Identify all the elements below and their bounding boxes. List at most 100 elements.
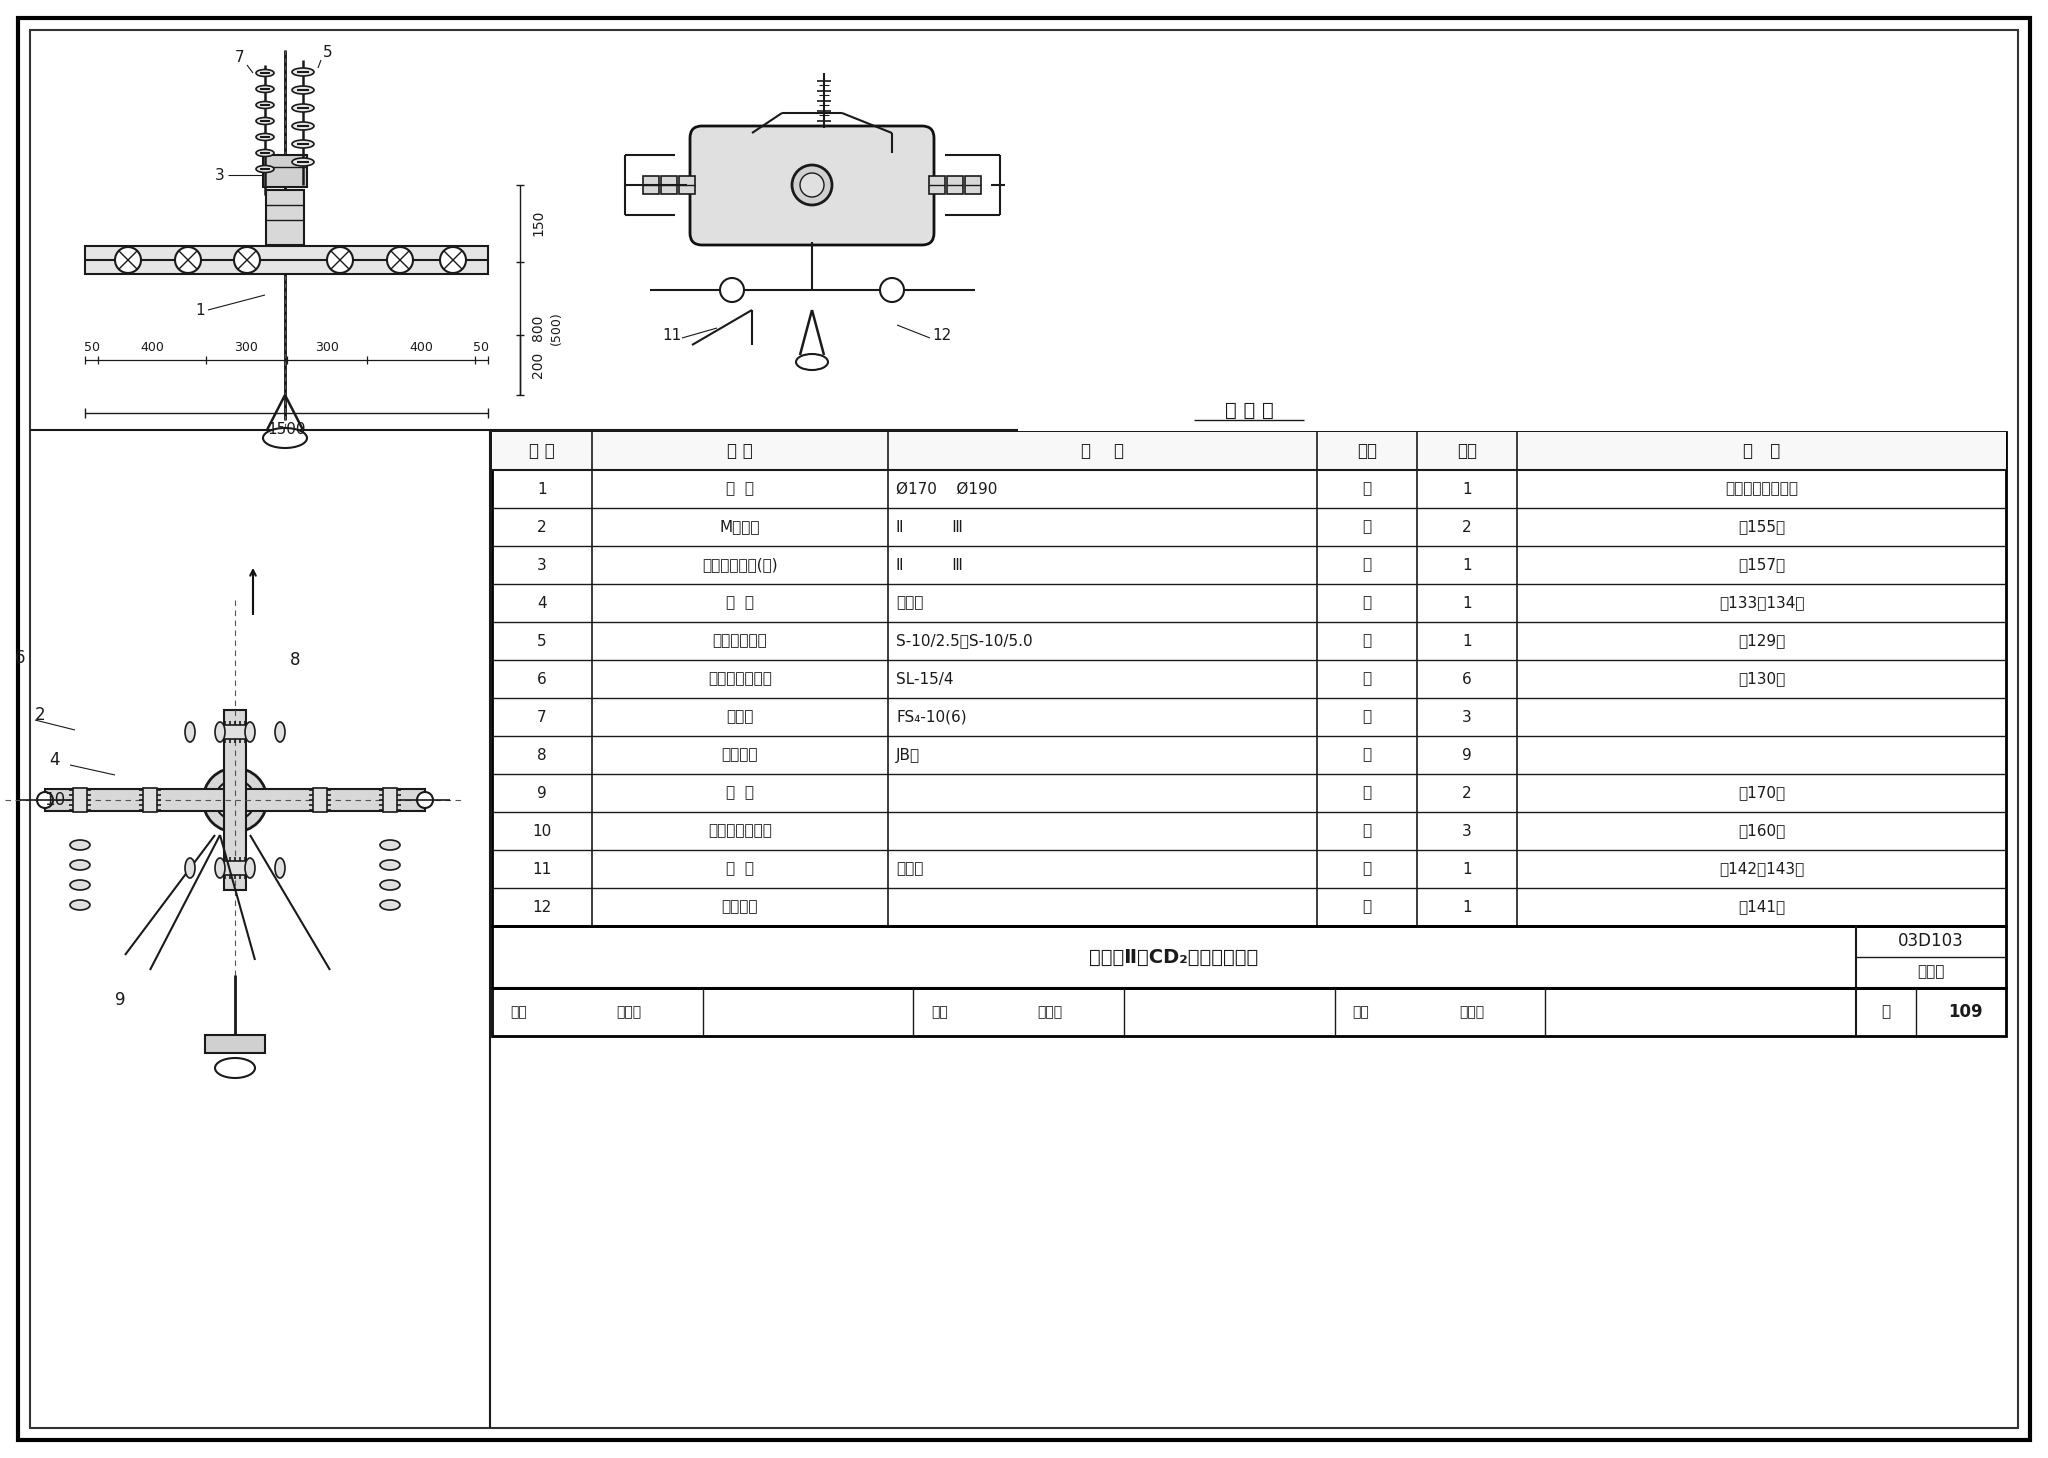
- Ellipse shape: [256, 86, 274, 92]
- Text: 1: 1: [1462, 595, 1473, 611]
- Text: 页: 页: [1882, 1005, 1890, 1019]
- Text: 3: 3: [537, 557, 547, 573]
- Ellipse shape: [184, 857, 195, 878]
- Text: 5: 5: [537, 633, 547, 649]
- Bar: [86, 246, 487, 274]
- Text: 明 细 表: 明 细 表: [1225, 401, 1274, 420]
- Text: Ø170    Ø190: Ø170 Ø190: [897, 481, 997, 497]
- Circle shape: [721, 278, 743, 302]
- Text: Ⅱ          Ⅲ: Ⅱ Ⅲ: [897, 557, 963, 573]
- Text: 9: 9: [537, 786, 547, 800]
- Ellipse shape: [215, 857, 225, 878]
- Text: 规133、134页: 规133、134页: [1718, 595, 1804, 611]
- Circle shape: [801, 174, 823, 197]
- Text: 1: 1: [1462, 481, 1473, 497]
- Bar: [223, 710, 246, 889]
- Text: 设计: 设计: [1352, 1005, 1370, 1019]
- Bar: [266, 190, 303, 245]
- Text: 12: 12: [932, 328, 952, 343]
- Ellipse shape: [70, 840, 90, 850]
- Text: 4: 4: [49, 751, 59, 768]
- Ellipse shape: [256, 102, 274, 108]
- Text: 棒形悬式维缘子: 棒形悬式维缘子: [709, 672, 772, 687]
- Text: JB型: JB型: [897, 748, 920, 763]
- Circle shape: [174, 246, 201, 273]
- Bar: [946, 176, 963, 194]
- Text: 50: 50: [473, 341, 489, 353]
- Circle shape: [881, 278, 903, 302]
- Text: 6: 6: [537, 672, 547, 687]
- Ellipse shape: [293, 157, 313, 166]
- Ellipse shape: [293, 86, 313, 93]
- Bar: [643, 176, 659, 194]
- Ellipse shape: [246, 722, 256, 742]
- Text: 王向东: 王向东: [1038, 1005, 1063, 1019]
- Text: 付: 付: [1362, 557, 1372, 573]
- Bar: [965, 176, 981, 194]
- Text: 图集号: 图集号: [1917, 965, 1946, 980]
- Text: 处: 处: [1362, 900, 1372, 914]
- Circle shape: [440, 246, 467, 273]
- Text: 7: 7: [537, 710, 547, 725]
- Circle shape: [115, 246, 141, 273]
- Bar: [492, 989, 2005, 1037]
- Text: 规157页: 规157页: [1739, 557, 1786, 573]
- Ellipse shape: [381, 860, 399, 870]
- Ellipse shape: [293, 140, 313, 149]
- Text: 规170页: 规170页: [1739, 786, 1786, 800]
- Text: 付: 付: [1362, 595, 1372, 611]
- Text: 6: 6: [1462, 672, 1473, 687]
- Text: 单位: 单位: [1358, 442, 1376, 461]
- Text: 10: 10: [532, 824, 551, 838]
- Text: 并沟线夹: 并沟线夹: [721, 748, 758, 763]
- Text: Ⅱ          Ⅲ: Ⅱ Ⅲ: [897, 519, 963, 535]
- Text: 廖冬梅: 廖冬梅: [1458, 1005, 1485, 1019]
- Text: 规    格: 规 格: [1081, 442, 1124, 461]
- Text: 3: 3: [1462, 710, 1473, 725]
- Text: 1: 1: [1462, 633, 1473, 649]
- Text: 2: 2: [1462, 519, 1473, 535]
- Ellipse shape: [70, 900, 90, 910]
- Text: 200: 200: [530, 351, 545, 378]
- Bar: [313, 787, 328, 812]
- FancyBboxPatch shape: [690, 125, 934, 245]
- Bar: [680, 176, 694, 194]
- Text: (500): (500): [549, 311, 563, 346]
- Bar: [223, 725, 248, 739]
- Bar: [662, 176, 678, 194]
- Text: 4: 4: [537, 595, 547, 611]
- Bar: [492, 926, 2005, 989]
- Text: 03D103: 03D103: [1898, 932, 1964, 951]
- Text: 见附录: 见附录: [897, 862, 924, 876]
- Text: 2: 2: [537, 519, 547, 535]
- Text: 套: 套: [1362, 672, 1372, 687]
- Text: 避雷器: 避雷器: [727, 710, 754, 725]
- Bar: [930, 176, 944, 194]
- Text: 2: 2: [35, 706, 45, 725]
- Text: 个: 个: [1362, 748, 1372, 763]
- Text: 见附录: 见附录: [897, 595, 924, 611]
- Text: 1: 1: [537, 481, 547, 497]
- Text: 9: 9: [1462, 748, 1473, 763]
- Bar: [205, 1035, 264, 1053]
- Text: 终端杆Ⅱ（CD₂）杆顶安装图: 终端杆Ⅱ（CD₂）杆顶安装图: [1090, 948, 1260, 967]
- Text: 11: 11: [532, 862, 551, 876]
- Circle shape: [387, 246, 414, 273]
- Bar: [492, 432, 2005, 469]
- Text: 规142、143页: 规142、143页: [1718, 862, 1804, 876]
- Text: 规160页: 规160页: [1739, 824, 1786, 838]
- Text: 8: 8: [289, 652, 301, 669]
- Text: 6: 6: [14, 649, 25, 666]
- Text: 电  杆: 电 杆: [725, 481, 754, 497]
- Circle shape: [215, 780, 256, 819]
- Ellipse shape: [256, 134, 274, 140]
- Text: SL-15/4: SL-15/4: [897, 672, 954, 687]
- Text: 李林宝: 李林宝: [616, 1005, 641, 1019]
- Text: 300: 300: [233, 341, 258, 353]
- Circle shape: [793, 165, 831, 206]
- Text: 800: 800: [530, 315, 545, 341]
- Text: 套: 套: [1362, 633, 1372, 649]
- Text: 横  担: 横 担: [725, 595, 754, 611]
- Text: 杆顶支座抱笼(三): 杆顶支座抱笼(三): [702, 557, 778, 573]
- Text: 3: 3: [215, 168, 225, 182]
